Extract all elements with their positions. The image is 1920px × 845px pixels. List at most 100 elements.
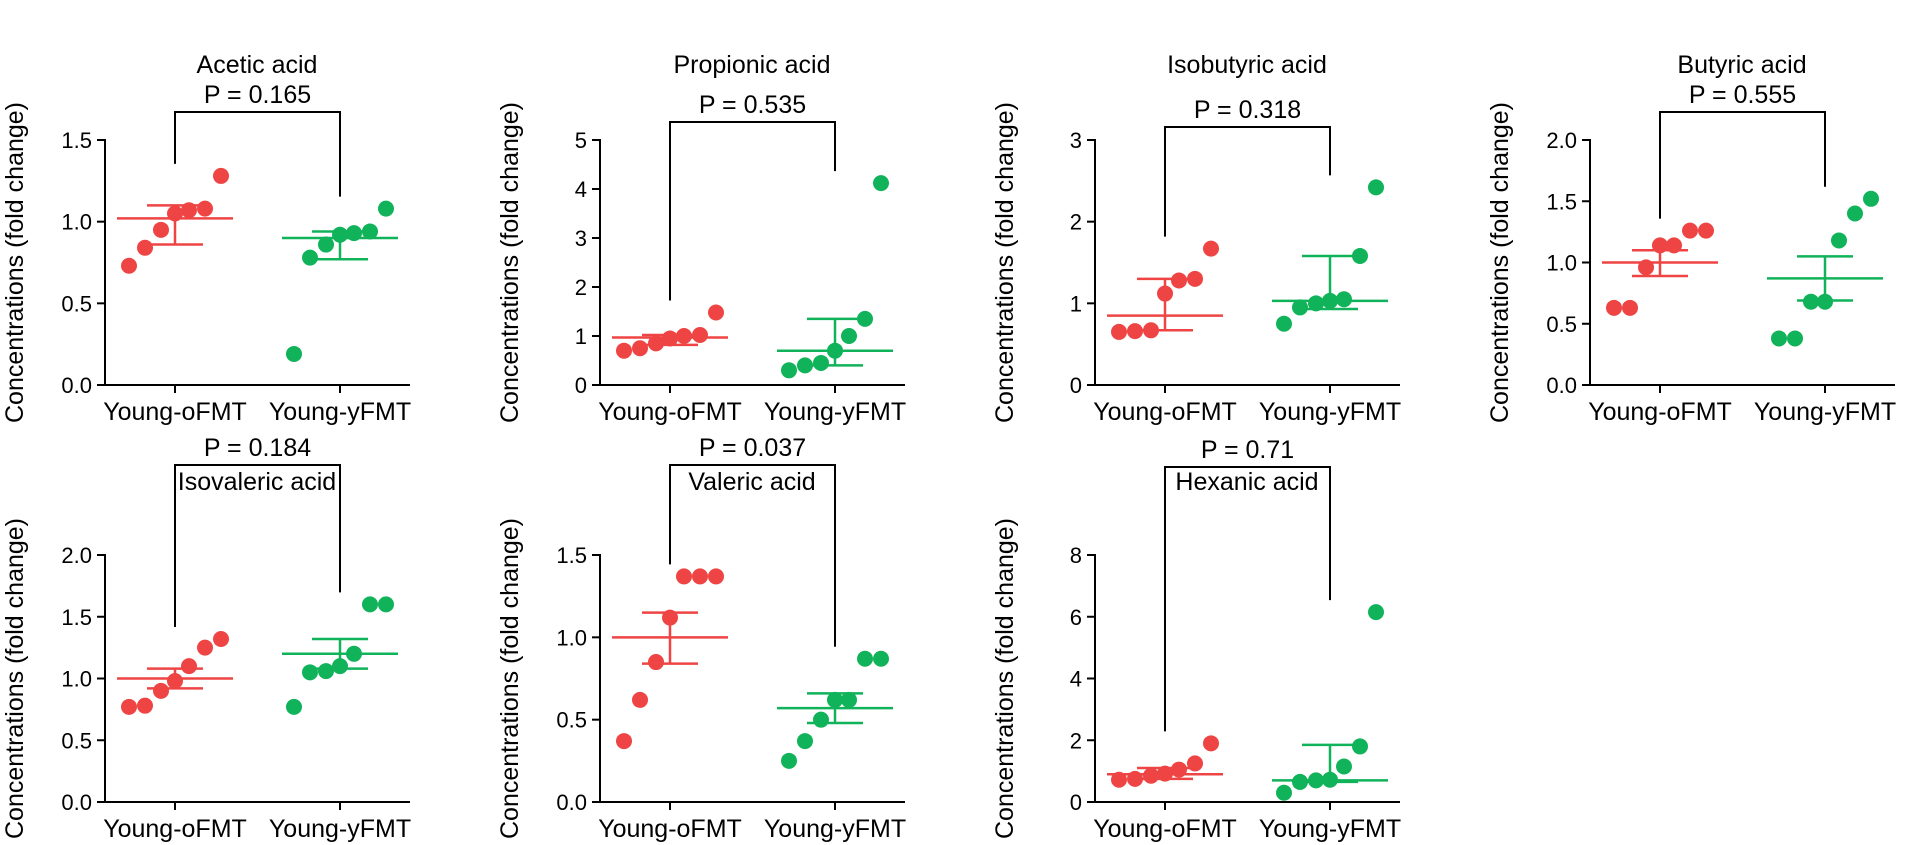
data-point <box>632 340 648 357</box>
data-point <box>632 691 648 708</box>
data-point <box>197 200 213 217</box>
x-tick-label: Young-yFMT <box>1259 815 1401 843</box>
data-point <box>332 658 348 675</box>
significance-bracket <box>1164 466 1331 732</box>
data-point <box>286 345 302 362</box>
data-point <box>1638 259 1654 276</box>
y-tick-label: 1.5 <box>61 605 92 630</box>
y-tick-label: 1.0 <box>61 210 92 235</box>
data-point <box>1817 293 1833 310</box>
data-point <box>1336 291 1352 308</box>
y-tick-label: 1 <box>1070 291 1082 316</box>
x-tick-label: Young-yFMT <box>269 815 411 843</box>
panel-title: Isovaleric acid <box>178 468 336 496</box>
significance-bracket <box>669 464 836 647</box>
data-point <box>1171 761 1187 778</box>
data-point <box>1292 773 1308 790</box>
panel-title: Valeric acid <box>688 468 815 496</box>
data-point <box>1308 295 1324 312</box>
data-point <box>692 327 708 344</box>
data-point <box>1863 190 1879 207</box>
panel-isovaleric-acid: Isovaleric acid Concentrations (fold chan… <box>1 434 411 843</box>
data-point <box>841 691 857 708</box>
series-young-yfmt <box>1272 604 1388 801</box>
y-tick-label: 2 <box>1070 728 1082 753</box>
y-tick-label: 5 <box>575 128 587 153</box>
significance-bracket <box>174 111 341 197</box>
panel-acetic-acid: Acetic acid Concentrations (fold change) 0… <box>1 51 411 426</box>
y-tick-label: 2 <box>1070 210 1082 235</box>
p-value-label: P = 0.555 <box>1689 81 1796 109</box>
data-point <box>121 257 137 274</box>
panel-valeric-acid: Valeric acid Concentrations (fold change)… <box>496 434 906 843</box>
x-tick-label: Young-oFMT <box>598 815 742 843</box>
y-tick-label: 8 <box>1070 543 1082 568</box>
data-point <box>1157 285 1173 302</box>
x-tick-label: Young-yFMT <box>269 398 411 426</box>
data-point <box>1308 772 1324 789</box>
x-tick-label: Young-yFMT <box>764 815 906 843</box>
y-axis-label: Concentrations (fold change) <box>1 518 29 839</box>
significance-bracket <box>1164 126 1331 237</box>
y-tick-label: 1.5 <box>61 128 92 153</box>
data-point <box>708 568 724 585</box>
data-point <box>1187 755 1203 772</box>
data-point <box>616 342 632 359</box>
y-axis-label: Concentrations (fold change) <box>1 102 29 423</box>
y-axis-label: Concentrations (fold change) <box>496 518 524 839</box>
data-point <box>1171 272 1187 289</box>
y-tick-label: 1.5 <box>556 543 587 568</box>
data-point <box>797 357 813 374</box>
y-tick-label: 0.5 <box>1546 312 1577 337</box>
y-tick-label: 0.5 <box>556 708 587 733</box>
y-tick-label: 4 <box>1070 667 1082 692</box>
series-young-ofmt <box>612 568 728 750</box>
data-point <box>1292 299 1308 316</box>
data-point <box>346 225 362 242</box>
data-point <box>1157 765 1173 782</box>
data-point <box>1652 237 1668 254</box>
data-point <box>1622 299 1638 316</box>
data-point <box>286 698 302 715</box>
y-axis-label: Concentrations (fold change) <box>1486 102 1514 423</box>
y-tick-label: 1.0 <box>61 667 92 692</box>
data-point <box>181 202 197 219</box>
data-point <box>197 639 213 656</box>
data-point <box>1336 758 1352 775</box>
data-point <box>662 330 678 347</box>
data-point <box>362 223 378 240</box>
y-tick-label: 6 <box>1070 605 1082 630</box>
significance-bracket <box>1659 111 1826 219</box>
data-point <box>708 304 724 321</box>
data-point <box>153 682 169 699</box>
x-tick-label: Young-oFMT <box>1093 815 1237 843</box>
data-point <box>781 362 797 379</box>
x-tick-label: Young-oFMT <box>1093 398 1237 426</box>
data-point <box>302 249 318 266</box>
data-point <box>1111 323 1127 340</box>
data-point <box>213 630 229 647</box>
data-point <box>692 568 708 585</box>
data-point <box>827 342 843 359</box>
data-point <box>1187 270 1203 287</box>
x-tick-label: Young-oFMT <box>598 398 742 426</box>
data-point <box>827 691 843 708</box>
y-tick-label: 2.0 <box>1546 128 1577 153</box>
y-tick-label: 0.0 <box>61 790 92 815</box>
y-tick-label: 0.5 <box>61 291 92 316</box>
y-tick-label: 0.0 <box>1546 373 1577 398</box>
y-tick-label: 0.0 <box>556 790 587 815</box>
panel-title: Isobutyric acid <box>1167 51 1327 79</box>
data-point <box>1368 604 1384 621</box>
y-tick-label: 2.0 <box>61 543 92 568</box>
y-tick-label: 0 <box>1070 790 1082 815</box>
series-young-ofmt <box>117 630 233 715</box>
data-point <box>378 200 394 217</box>
x-tick-label: Young-oFMT <box>103 398 247 426</box>
series-young-ofmt <box>1602 222 1718 316</box>
y-tick-label: 0 <box>575 373 587 398</box>
series-young-yfmt <box>1767 190 1883 347</box>
data-point <box>676 568 692 585</box>
data-point <box>1682 222 1698 239</box>
data-point <box>1143 767 1159 784</box>
